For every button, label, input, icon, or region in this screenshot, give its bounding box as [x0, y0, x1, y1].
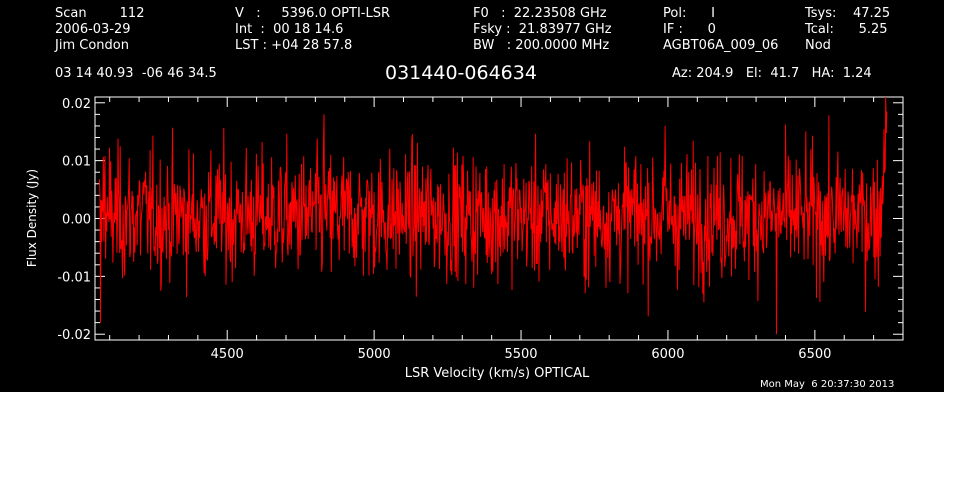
- header-scan: Scan 112: [55, 6, 145, 21]
- header-observer: Jim Condon: [55, 38, 129, 53]
- header-velocity: V : 5396.0 OPTI-LSR: [235, 6, 391, 21]
- source-title: 031440-064634: [385, 62, 537, 84]
- y-tick-label: -0.01: [57, 270, 91, 285]
- x-axis-label: LSR Velocity (km/s) OPTICAL: [405, 366, 590, 381]
- y-tick-label: 0.02: [62, 97, 91, 112]
- x-tick-label: 5000: [358, 347, 391, 362]
- x-tick-label: 6000: [651, 347, 684, 362]
- header-if: IF : 0: [663, 22, 716, 37]
- x-tick-label: 5500: [504, 347, 537, 362]
- header-date: 2006-03-29: [55, 22, 131, 37]
- header-f0: F0 : 22.23508 GHz: [473, 6, 607, 21]
- header-tsys: Tsys: 47.25: [805, 6, 891, 21]
- y-tick-label: -0.02: [57, 328, 91, 343]
- x-tick-label: 4500: [211, 347, 244, 362]
- header-project: AGBT06A_009_06: [663, 38, 779, 53]
- header-lst: LST : +04 28 57.8: [235, 38, 353, 53]
- x-tick-label: 6500: [798, 347, 831, 362]
- header-int: Int : 00 18 14.6: [235, 22, 344, 37]
- header-tcal: Tcal: 5.25: [805, 22, 888, 37]
- header-fsky: Fsky : 21.83977 GHz: [473, 22, 612, 37]
- plot-timestamp: Mon May 6 20:37:30 2013: [760, 379, 895, 390]
- series-line-flux: [98, 96, 888, 335]
- header-coords: 03 14 40.93 -06 46 34.5: [55, 66, 217, 81]
- header-pol: Pol: I: [663, 6, 715, 21]
- header-bw: BW : 200.0000 MHz: [473, 38, 610, 53]
- y-axis-label: Flux Density (Jy): [25, 169, 39, 267]
- header-mode: Nod: [805, 38, 831, 53]
- header-az-el-ha: Az: 204.9 El: 41.7 HA: 1.24: [672, 66, 872, 81]
- y-tick-label: 0.01: [62, 155, 91, 170]
- y-tick-label: 0.00: [62, 213, 91, 228]
